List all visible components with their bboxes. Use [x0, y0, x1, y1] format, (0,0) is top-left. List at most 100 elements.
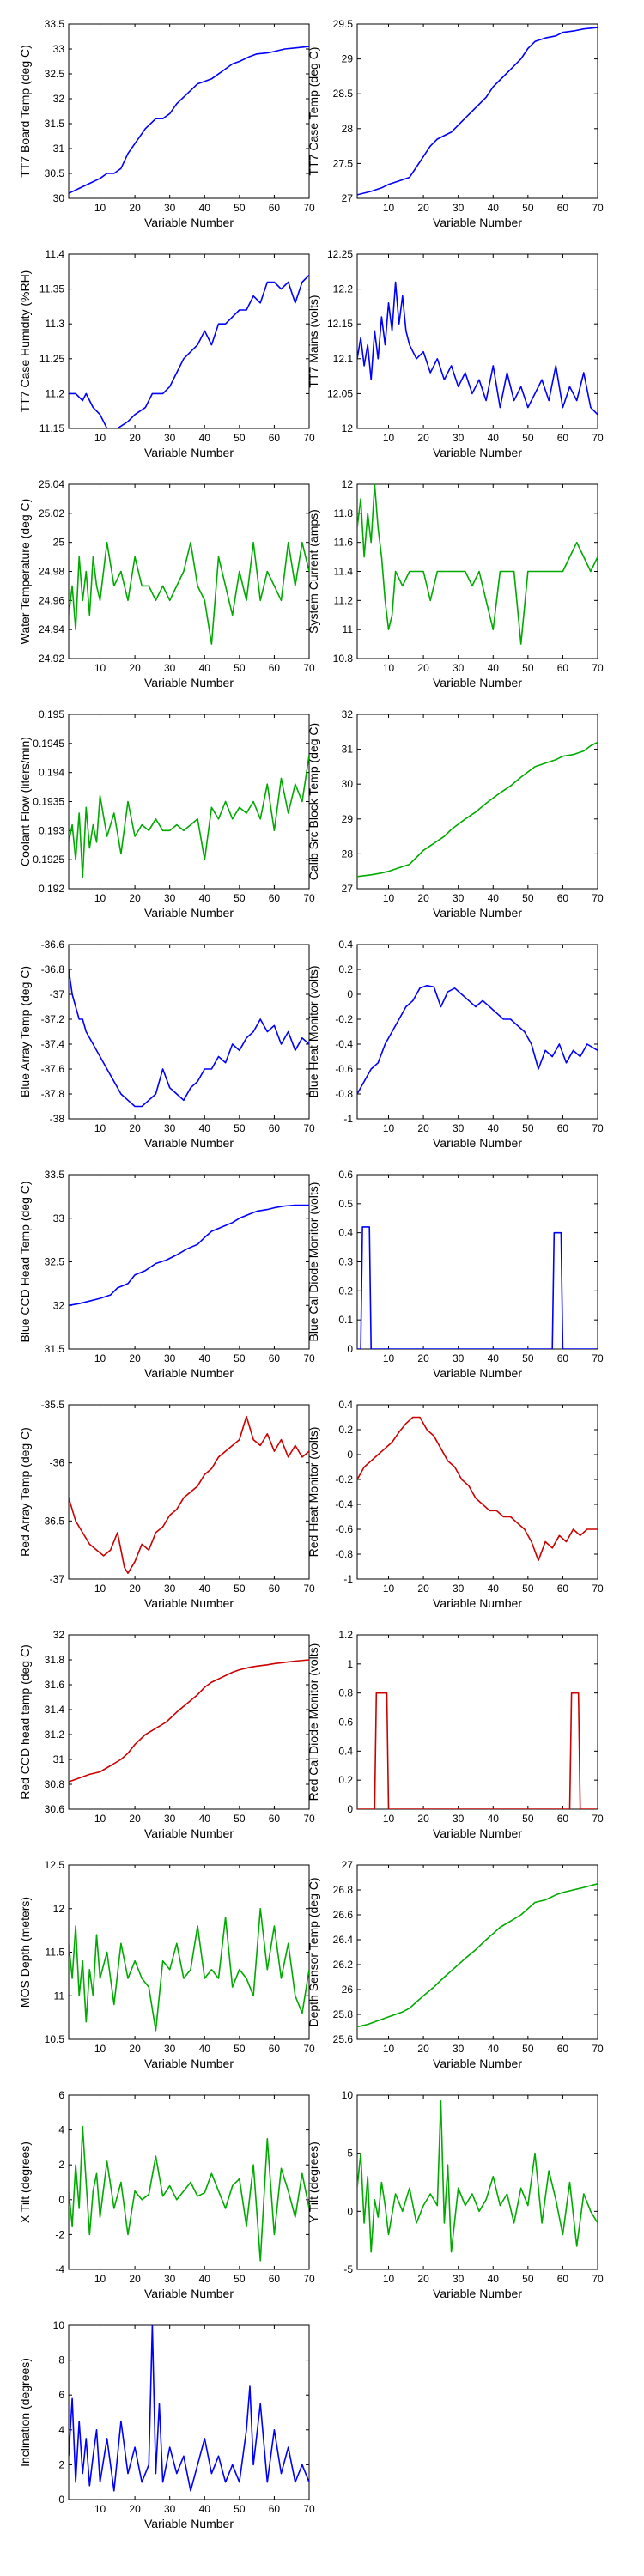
y-tick-label: 12	[53, 1903, 65, 1915]
x-axis-label: Variable Number	[433, 1826, 522, 1840]
y-tick-label: 32	[53, 93, 65, 105]
x-tick-label: 20	[129, 1813, 141, 1825]
series-line	[69, 541, 309, 645]
x-tick-label: 50	[234, 1122, 246, 1134]
y-tick-label: 11.25	[39, 353, 64, 365]
y-tick-label: 31	[53, 143, 65, 155]
x-tick-label: 40	[199, 2273, 211, 2285]
series-line	[69, 969, 309, 1108]
x-axis-label: Variable Number	[144, 1136, 234, 1150]
y-tick-label: 11.35	[39, 283, 64, 295]
y-tick-label: 33	[53, 1212, 65, 1224]
x-tick-label: 40	[199, 892, 211, 904]
y-tick-label: 0	[347, 1803, 353, 1815]
y-tick-label: 25.02	[39, 507, 64, 519]
y-tick-label: 30.6	[45, 1803, 65, 1815]
plot-frame	[68, 1404, 310, 1580]
chart-panel-11: 10 20 30 40 50 60 70 31.5 32 32.5 33 33.5 Variable N…	[18, 1169, 315, 1380]
x-tick-label: 50	[522, 1813, 534, 1825]
y-tick-label: 25.04	[39, 478, 64, 490]
y-tick-label: -0.4	[335, 1038, 353, 1050]
x-tick-label: 60	[557, 1122, 569, 1134]
y-tick-label: 10.5	[45, 2033, 65, 2045]
x-tick-label: 70	[592, 1813, 604, 1825]
chart-panel-3: 10 20 30 40 50 60 70 11.15 11.2 11.25 11.3 11.35 11.…	[18, 248, 315, 459]
y-tick-label: 12.25	[327, 248, 353, 260]
x-tick-label: 60	[269, 1583, 281, 1595]
series-line	[357, 1416, 598, 1562]
x-tick-label: 60	[557, 2273, 569, 2285]
y-tick-label: 0.2	[338, 1424, 353, 1436]
plot-frame	[356, 1174, 598, 1350]
y-tick-label: 0.6	[338, 1169, 353, 1181]
x-tick-label: 20	[129, 1583, 141, 1595]
y-axis-label: Red Heat Monitor (volts)	[307, 1427, 320, 1558]
y-tick-label: 11.2	[46, 387, 65, 399]
y-tick-label: 26	[342, 1984, 354, 1996]
y-tick-label: 4	[58, 2424, 64, 2436]
x-tick-label: 20	[417, 1122, 429, 1134]
y-axis-label: Red Array Temp (deg C)	[18, 1427, 32, 1557]
x-tick-label: 70	[303, 1813, 315, 1825]
y-axis-label: Coolant Flow (liters/min)	[18, 737, 32, 866]
x-tick-label: 70	[592, 1352, 604, 1364]
x-tick-label: 40	[488, 2273, 500, 2285]
y-axis-label: TT7 Board Temp (deg C)	[18, 45, 32, 178]
x-tick-label: 30	[164, 1583, 176, 1595]
y-tick-label: -37	[50, 988, 65, 1000]
x-tick-label: 50	[522, 1122, 534, 1134]
y-tick-label: 0.193	[39, 824, 64, 836]
y-tick-label: 11.3	[46, 318, 65, 330]
x-tick-label: 40	[488, 432, 500, 444]
y-tick-label: 33.5	[45, 1169, 65, 1181]
y-tick-label: -1	[343, 1573, 353, 1585]
y-tick-label: 24.92	[39, 653, 64, 665]
x-tick-label: 50	[522, 1583, 534, 1595]
y-tick-label: 0.4	[338, 1227, 353, 1239]
x-tick-label: 20	[417, 1583, 429, 1595]
y-tick-label: 30.5	[45, 167, 65, 179]
x-axis-label: Variable Number	[144, 1826, 234, 1840]
plot-frame	[68, 1864, 310, 2040]
y-tick-label: 0.192	[39, 883, 64, 895]
x-tick-label: 60	[269, 1352, 281, 1364]
y-tick-label: 29.5	[333, 18, 354, 30]
y-tick-label: -35.5	[41, 1399, 65, 1411]
x-tick-label: 50	[234, 662, 246, 674]
y-tick-label: -37.6	[41, 1063, 65, 1075]
x-tick-label: 30	[164, 2043, 176, 2055]
x-tick-label: 50	[234, 202, 246, 214]
x-tick-label: 10	[94, 2503, 106, 2515]
y-tick-label: -0.4	[335, 1498, 353, 1510]
x-tick-label: 10	[383, 1352, 395, 1364]
x-tick-label: 50	[234, 432, 246, 444]
y-tick-label: 26.2	[333, 1959, 354, 1971]
x-tick-label: 10	[383, 432, 395, 444]
y-tick-label: 5	[347, 2148, 353, 2160]
x-tick-label: 20	[129, 2503, 141, 2515]
chart-panel-10: 10 20 30 40 50 60 70 0.4 0.2 0 -0.2 -0.4 -0.6 -0.8 -1 V…	[307, 939, 604, 1150]
plot-frame	[356, 2094, 598, 2270]
series-line	[69, 755, 309, 878]
y-tick-label: 10	[53, 2319, 65, 2331]
x-tick-label: 70	[592, 432, 604, 444]
series-line	[357, 281, 598, 416]
y-tick-label: 6	[58, 2389, 64, 2401]
y-tick-label: 0	[58, 2494, 64, 2506]
y-tick-label: 0.195	[39, 708, 64, 720]
chart-panel-2: 10 20 30 40 50 60 70 27 27.5 28 28.5 29 29.5 Variable…	[307, 18, 604, 229]
y-tick-label: 11.15	[39, 422, 64, 434]
x-tick-label: 60	[557, 1352, 569, 1364]
x-tick-label: 10	[94, 1813, 106, 1825]
x-tick-label: 20	[417, 1813, 429, 1825]
y-tick-label: 0.4	[338, 1745, 353, 1757]
y-tick-label: 31.4	[45, 1704, 65, 1716]
x-tick-label: 20	[129, 662, 141, 674]
x-tick-label: 60	[269, 2043, 281, 2055]
y-axis-label: X Tilt (degrees)	[18, 2142, 32, 2223]
x-tick-label: 10	[383, 892, 395, 904]
y-tick-label: 28	[342, 123, 354, 135]
plot-frame	[68, 944, 310, 1120]
x-tick-label: 40	[488, 1122, 500, 1134]
series-line	[69, 1204, 309, 1307]
